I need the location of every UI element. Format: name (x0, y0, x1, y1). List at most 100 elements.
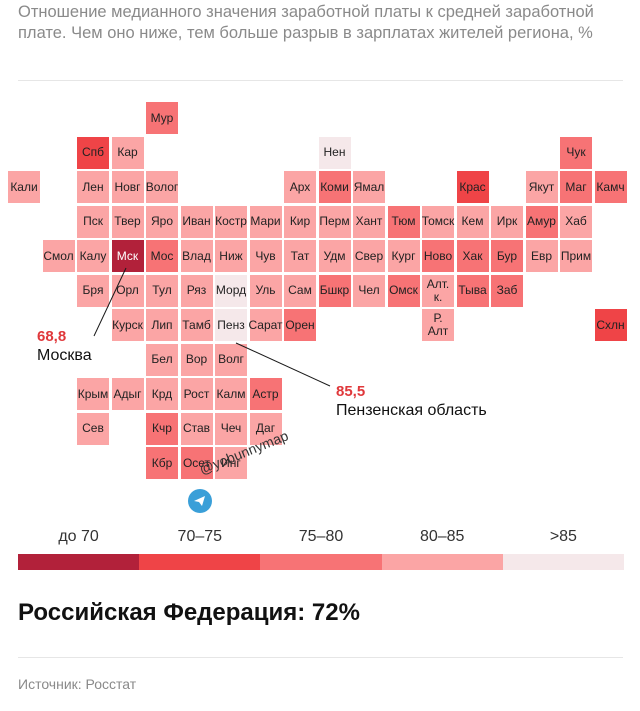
region-cell: Хак (456, 240, 489, 272)
region-cell: Тат (284, 240, 316, 272)
region-cell: Тамб (180, 309, 213, 341)
region-cell: Бур (491, 240, 523, 272)
moscow-leader-line (93, 267, 127, 337)
region-cell: Тыва (456, 274, 489, 307)
telegram-icon (188, 489, 212, 513)
region-cell: Р. Алт (422, 309, 454, 341)
legend-label: 80–85 (419, 528, 465, 545)
region-cell: Тюм (387, 205, 420, 238)
region-cell: Камч (594, 171, 627, 203)
region-cell: Чук (560, 136, 592, 169)
legend-swatch (502, 554, 624, 570)
region-cell: Ниж (215, 240, 247, 272)
legend-swatch (260, 554, 382, 570)
region-cell: Прим (560, 240, 592, 272)
legend-label: 75–80 (298, 528, 344, 545)
region-cell: Удм (318, 240, 351, 272)
region-cell: Хант (353, 205, 385, 238)
region-cell: Кем (456, 205, 489, 238)
legend-swatch (18, 554, 140, 570)
region-cell: Перм (318, 205, 351, 238)
region-cell: Твер (111, 205, 144, 238)
region-cell: Калу (77, 240, 109, 272)
region-cell: Кали (8, 171, 40, 203)
region-cell: Смол (42, 240, 75, 272)
region-cell: Чув (249, 240, 282, 272)
region-cell: Чел (353, 274, 385, 307)
region-cell: Кург (387, 240, 420, 272)
region-cell: Пенз (215, 309, 247, 341)
region-cell: Кбр (146, 447, 178, 479)
region-cell: Ирк (491, 205, 523, 238)
region-cell: Морд (215, 274, 247, 307)
region-cell: Орл (111, 274, 144, 307)
region-cell: Нен (318, 136, 351, 169)
region-cell: Ямал (353, 171, 385, 203)
region-cell: Орен (284, 309, 316, 341)
region-cell: Яро (146, 205, 178, 238)
legend-label: 70–75 (177, 528, 223, 545)
region-cell: Евр (525, 240, 558, 272)
annotation-leaders (93, 267, 331, 387)
region-cell: Костр (215, 205, 247, 238)
region-cell: Кчр (146, 412, 178, 445)
region-cell: Схлн (594, 309, 627, 341)
chart-subtitle: Отношение медианного значения заработной… (18, 3, 594, 42)
region-cell: Адыг (111, 378, 144, 410)
region-cell: Новг (111, 171, 144, 203)
region-cell: Пск (77, 205, 109, 238)
region-cell: Хаб (560, 205, 592, 238)
region-cell: Волг (215, 343, 247, 376)
moscow-label: Москва (37, 347, 92, 364)
region-cell: Уль (249, 274, 282, 307)
region-cell: Став (180, 412, 213, 445)
region-cell: Заб (491, 274, 523, 307)
region-cell: Даг (249, 412, 282, 445)
region-cell: Амур (525, 205, 558, 238)
region-cell: Рост (180, 378, 213, 410)
russia-total: Российская Федерация: 72% (18, 599, 360, 626)
region-cell: Кар (111, 136, 144, 169)
region-cell: Крд (146, 378, 178, 410)
region-cell: Лип (146, 309, 178, 341)
bottom-divider (18, 657, 623, 658)
region-cell: Сам (284, 274, 316, 307)
region-cell: Калм (215, 378, 247, 410)
legend-label: до 70 (58, 528, 99, 545)
region-cell: Вор (180, 343, 213, 376)
region-cell: Кир (284, 205, 316, 238)
region-cell: Ново (422, 240, 454, 272)
region-cell: Сарат (248, 309, 283, 341)
region-cell: Иван (180, 205, 213, 238)
tile-map: Мур Спб Кар Нен Чук Кали Лен Новг Волог Арх Коми Ям… (8, 102, 627, 479)
legend-swatch (381, 554, 503, 570)
moscow-value: 68,8 (37, 328, 67, 345)
region-cell: Бря (77, 274, 109, 307)
region-cell: Чеч (215, 412, 247, 445)
legend-label: >85 (549, 528, 577, 545)
region-cell: Курск (111, 309, 144, 341)
region-cell: Сев (77, 412, 109, 445)
region-cell: Ряз (180, 274, 213, 307)
region-cell: Лен (77, 171, 109, 203)
region-cell: Омск (387, 274, 420, 307)
source-note: Источник: Росстат (18, 676, 137, 692)
region-cell: Крым (77, 378, 109, 410)
legend-swatch (139, 554, 261, 570)
penza-value: 85,5 (336, 383, 366, 400)
region-cell: Мари (249, 205, 282, 238)
region-cell: Астр (249, 378, 282, 410)
top-divider (18, 80, 623, 81)
region-cell: Волог (146, 171, 178, 203)
region-cell: Тул (146, 274, 178, 307)
region-cell: Томск (422, 205, 454, 238)
region-cell: Свер (353, 240, 385, 272)
region-cell: Бел (146, 343, 178, 376)
region-cell: Крас (456, 171, 489, 203)
region-cell: Алт. к. (422, 274, 454, 307)
penza-label: Пензенская область (336, 402, 487, 419)
region-cell: Спб (77, 136, 109, 169)
region-cell: Якут (525, 171, 558, 203)
region-cell: Мск (111, 240, 144, 272)
region-cell: Влад (180, 240, 213, 272)
